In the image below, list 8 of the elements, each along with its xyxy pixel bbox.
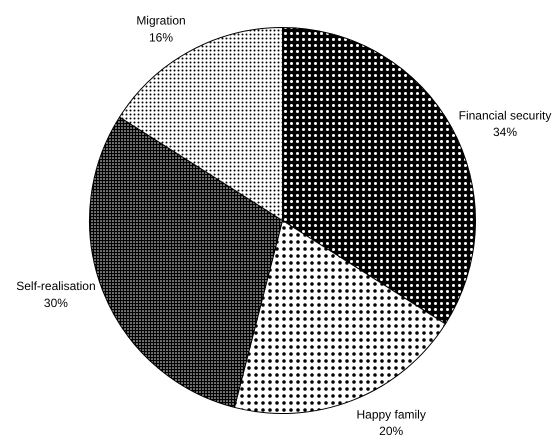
slice-label: Financial security	[458, 108, 552, 122]
data-label: 16%	[148, 30, 174, 44]
slice-label: Migration	[136, 14, 186, 28]
data-label: 34%	[492, 125, 518, 140]
slice-label: Self-realisation	[16, 279, 96, 294]
data-label: 30%	[44, 296, 68, 310]
data-label: 20%	[379, 424, 404, 438]
slice-label: Happy family	[356, 407, 426, 422]
